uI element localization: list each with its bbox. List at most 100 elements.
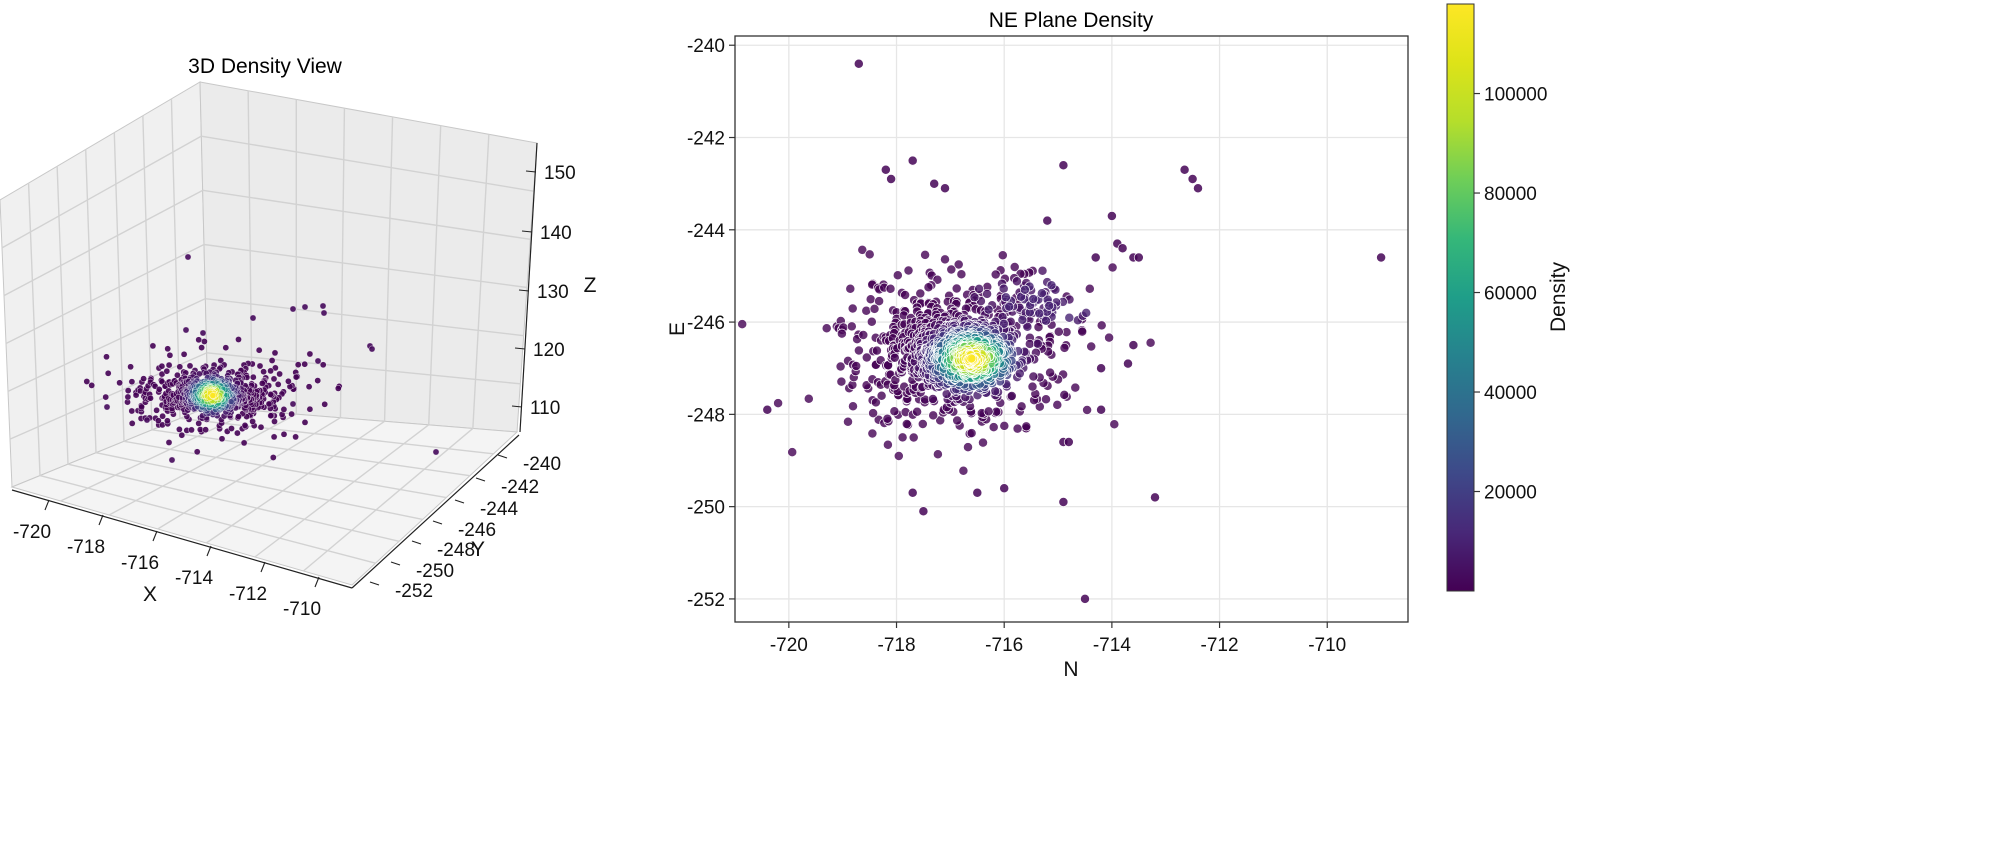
outlier-point — [1133, 252, 1144, 263]
y-tick-mark-3d — [390, 561, 401, 566]
x-tick-mark-3d — [98, 514, 104, 526]
scatter-point-3d — [258, 380, 266, 387]
scatter-point — [1070, 382, 1081, 393]
scatter-point — [1041, 394, 1051, 405]
y-tick-mark-3d — [369, 581, 380, 586]
outlier-point — [1042, 215, 1053, 226]
scatter-point-3d — [149, 342, 157, 350]
points-3d — [83, 253, 440, 464]
scatter-point — [865, 294, 876, 305]
y-axis-line-3d — [351, 434, 520, 589]
chart-title-ne: NE Plane Density — [989, 9, 1154, 32]
scatter-point-3d — [241, 422, 249, 429]
scatter-point-3d — [319, 361, 327, 369]
scatter-point-3d — [102, 393, 109, 401]
scatter-point — [1000, 292, 1011, 303]
scatter-point-3d — [195, 420, 202, 427]
scatter-point-3d — [209, 392, 217, 399]
scatter-point-3d — [104, 369, 112, 377]
x-tick-label-3d: -710 — [283, 599, 321, 620]
outlier-point-3d — [314, 357, 322, 365]
z-tick-mark-3d — [514, 347, 526, 350]
scatter-point-3d — [280, 406, 288, 413]
colorbar-label: Density — [1547, 261, 1570, 332]
outlier-point — [972, 487, 983, 498]
x-axis-line-3d — [11, 489, 353, 589]
scatter-point — [1028, 371, 1039, 382]
y-tick-mark-3d — [411, 540, 422, 545]
y-tick-label-3d: -252 — [395, 581, 433, 602]
y-tick-label: -244 — [687, 221, 725, 242]
scatter-point-3d — [159, 412, 166, 420]
scatter-point — [773, 398, 784, 409]
scatter-point — [858, 330, 869, 340]
colorbar-gradient — [1446, 3, 1475, 592]
x-tick-mark-3d — [206, 545, 212, 557]
scatter-point — [953, 259, 964, 270]
scatter-point-3d — [280, 430, 288, 438]
floor-grid-line — [123, 440, 447, 499]
outlier-point — [762, 404, 773, 415]
outlier-point — [929, 178, 940, 189]
scatter-point — [737, 319, 748, 330]
outlier-point-3d — [289, 400, 297, 408]
scatter-point-3d — [305, 383, 313, 391]
scatter-point — [1032, 338, 1043, 349]
outlier-point — [1123, 358, 1133, 369]
x-tick-mark-3d — [44, 499, 50, 511]
scatter-point-3d — [180, 350, 188, 358]
scatter-point — [982, 288, 993, 299]
scatter-point — [1034, 308, 1045, 319]
outlier-point — [1090, 252, 1101, 263]
scatter-point-3d — [153, 406, 160, 414]
scatter-point-3d — [301, 360, 309, 368]
outlier-point — [1117, 243, 1128, 254]
outlier-point — [907, 487, 918, 498]
scatter-point — [908, 432, 919, 443]
scatter-point-3d — [176, 363, 184, 371]
scatter-point-3d — [270, 375, 278, 383]
scatter-point-3d — [235, 413, 242, 420]
left-grid-line — [3, 189, 203, 297]
scatter-point — [928, 410, 939, 421]
scatter-point — [1017, 314, 1028, 325]
scatter-point — [871, 345, 882, 356]
scatter-point-3d — [292, 373, 300, 381]
z-tick-label-3d: 140 — [540, 223, 572, 244]
scatter-point — [893, 451, 904, 461]
scatter-point-3d — [176, 426, 183, 433]
scatter-point — [1081, 307, 1092, 318]
scatter-point — [1027, 381, 1038, 392]
scatter-point — [848, 401, 858, 412]
scatter-point — [951, 283, 962, 294]
scatter-point — [861, 352, 872, 363]
x-tick-mark-3d — [260, 561, 266, 573]
scatter-point — [1044, 300, 1055, 311]
scatter-point — [900, 290, 911, 300]
scatter-point-3d — [268, 357, 276, 364]
left-grid-line — [7, 298, 206, 392]
scatter-point — [923, 282, 934, 293]
scatter-point-3d — [140, 375, 147, 383]
outlier-point — [1058, 160, 1069, 171]
scatter-point — [876, 390, 887, 401]
scatter-point-3d — [217, 357, 225, 364]
colorbar: 20000 40000 60000 80000 100000 Density — [1446, 3, 1570, 592]
scatter-point-3d — [202, 426, 209, 434]
x-axis-label-3d: X — [143, 583, 157, 606]
scatter-point — [803, 393, 814, 404]
scatter-point-3d — [234, 429, 241, 437]
points-ne — [737, 58, 1387, 604]
scatter-point — [1016, 401, 1027, 412]
scatter-point-3d — [128, 378, 136, 386]
back-grid-line — [201, 135, 534, 192]
y-tick-label: -246 — [687, 313, 725, 334]
scatter-point — [956, 269, 967, 280]
z-axis-label-3d: Z — [584, 274, 597, 297]
outlier-point-3d — [432, 448, 440, 456]
scatter-point — [940, 254, 950, 265]
scatter-point-3d — [218, 435, 226, 443]
outlier-point-3d — [319, 302, 327, 310]
scatter-point — [1059, 389, 1070, 400]
y-tick-label: -242 — [687, 129, 725, 150]
